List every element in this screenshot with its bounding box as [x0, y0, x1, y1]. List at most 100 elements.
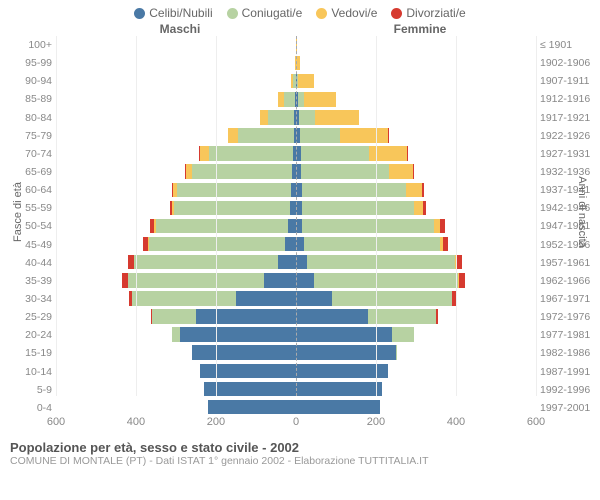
male-header: Maschi	[60, 22, 300, 36]
legend-swatch	[316, 8, 327, 19]
birth-label: 1962-1966	[540, 275, 596, 287]
bar-segment	[436, 309, 438, 323]
grid-line	[136, 36, 137, 396]
bar-segment	[440, 219, 445, 233]
grid-line	[56, 36, 57, 396]
male-bar	[56, 273, 296, 287]
bar-segment	[228, 128, 238, 142]
age-label: 0-4	[4, 402, 52, 414]
birth-label: 1912-1916	[540, 93, 596, 105]
female-bar	[296, 237, 536, 251]
bar-segment	[457, 255, 463, 269]
male-bar	[56, 183, 296, 197]
male-bar	[56, 146, 296, 160]
age-label: 90-94	[4, 75, 52, 87]
birth-label: ≤ 1901	[540, 39, 596, 51]
male-bar	[56, 92, 296, 106]
bar-segment	[128, 273, 264, 287]
bar-segment	[152, 309, 196, 323]
bar-segment	[340, 128, 388, 142]
legend-item: Coniugati/e	[227, 6, 303, 20]
bar-segment	[396, 345, 397, 359]
birth-label: 1922-1926	[540, 130, 596, 142]
female-bar	[296, 219, 536, 233]
age-label: 95-99	[4, 57, 52, 69]
bar-segment	[296, 382, 382, 396]
x-tick: 400	[127, 416, 145, 428]
bar-segment	[285, 237, 296, 251]
male-bar	[56, 309, 296, 323]
x-tick: 600	[47, 416, 65, 428]
bar-segment	[288, 219, 296, 233]
female-bar	[296, 128, 536, 142]
male-bar	[56, 128, 296, 142]
pyramid-row	[56, 398, 536, 416]
bar-segment	[156, 219, 288, 233]
age-label: 10-14	[4, 366, 52, 378]
female-bar	[296, 364, 536, 378]
bar-segment	[196, 309, 296, 323]
female-bar	[296, 273, 536, 287]
female-bar	[296, 110, 536, 124]
bar-segment	[209, 146, 293, 160]
bar-segment	[296, 400, 380, 414]
bar-segment	[192, 164, 292, 178]
age-label: 80-84	[4, 112, 52, 124]
male-bar	[56, 255, 296, 269]
bar-segment	[302, 219, 434, 233]
bar-segment	[301, 146, 369, 160]
legend-item: Divorziati/e	[391, 6, 465, 20]
bar-segment	[208, 400, 296, 414]
birth-label: 1997-2001	[540, 402, 596, 414]
age-label: 40-44	[4, 257, 52, 269]
birth-label: 1992-1996	[540, 384, 596, 396]
male-bar	[56, 382, 296, 396]
age-label: 5-9	[4, 384, 52, 396]
bar-segment	[315, 110, 359, 124]
female-bar	[296, 92, 536, 106]
female-bar	[296, 345, 536, 359]
bar-segment	[172, 327, 180, 341]
x-tick: 200	[207, 416, 225, 428]
bar-segment	[423, 201, 425, 215]
bar-segment	[389, 164, 413, 178]
legend-label: Divorziati/e	[406, 6, 465, 20]
bar-segment	[414, 201, 424, 215]
bar-segment	[192, 345, 296, 359]
male-bar	[56, 110, 296, 124]
bar-segment	[392, 327, 414, 341]
female-bar	[296, 327, 536, 341]
female-header: Femmine	[300, 22, 540, 36]
bar-segment	[204, 382, 296, 396]
birth-label: 1902-1906	[540, 57, 596, 69]
bar-segment	[134, 255, 278, 269]
age-label: 70-74	[4, 148, 52, 160]
female-bar	[296, 255, 536, 269]
bar-segment	[174, 201, 290, 215]
x-axis: 6004002000200400600	[56, 416, 536, 436]
footer-title: Popolazione per età, sesso e stato civil…	[10, 440, 590, 455]
plot: 6004002000200400600	[56, 36, 536, 436]
bar-segment	[268, 110, 294, 124]
male-bar	[56, 237, 296, 251]
bar-segment	[298, 74, 314, 88]
bar-segment	[299, 110, 315, 124]
bar-segment	[278, 255, 296, 269]
grid-line	[376, 36, 377, 396]
bar-segment	[443, 237, 448, 251]
female-bar	[296, 309, 536, 323]
grid-line	[456, 36, 457, 396]
bar-segment	[369, 146, 407, 160]
male-bar	[56, 56, 296, 70]
bar-segment	[284, 92, 295, 106]
birth-label: 1972-1976	[540, 311, 596, 323]
bar-segment	[296, 273, 314, 287]
pyramid-rows	[56, 36, 536, 416]
male-bar	[56, 291, 296, 305]
bar-segment	[332, 291, 452, 305]
male-bar	[56, 219, 296, 233]
birth-label: 1982-1986	[540, 347, 596, 359]
birth-label: 1957-1961	[540, 257, 596, 269]
male-bar	[56, 74, 296, 88]
birth-label: 1967-1971	[540, 293, 596, 305]
